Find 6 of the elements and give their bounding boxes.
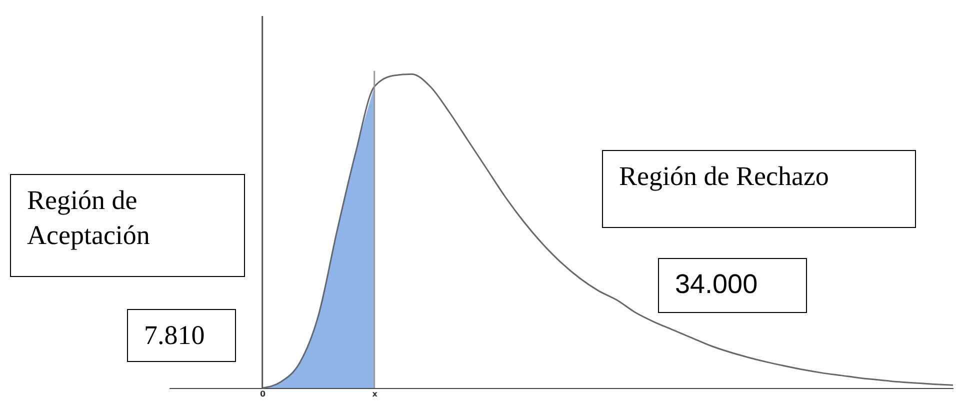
annotation: 7.810 xyxy=(127,309,236,362)
annotation: Región de Rechazo xyxy=(602,150,916,228)
text: Región de Aceptación xyxy=(10,174,245,277)
annotation: 34.000 xyxy=(658,258,807,313)
x-tick-label: 0 xyxy=(260,390,266,398)
x-tick-label: x xyxy=(372,390,378,398)
